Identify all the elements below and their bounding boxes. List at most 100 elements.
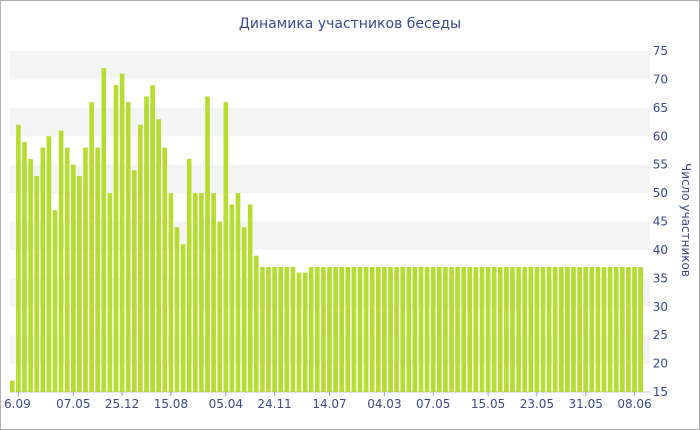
bar bbox=[156, 119, 161, 392]
bar bbox=[132, 170, 137, 392]
bar bbox=[278, 266, 283, 392]
x-tick-label: 6.09 bbox=[4, 397, 31, 411]
bar bbox=[254, 255, 259, 392]
bar bbox=[241, 227, 247, 392]
x-tick-label: 04.03 bbox=[367, 397, 401, 411]
bar bbox=[394, 266, 399, 392]
bar bbox=[144, 96, 149, 392]
bar bbox=[290, 266, 296, 392]
bar bbox=[247, 204, 253, 392]
bar bbox=[77, 176, 82, 392]
bar bbox=[138, 124, 143, 392]
bar bbox=[205, 96, 210, 392]
bar bbox=[28, 158, 33, 392]
bar bbox=[199, 193, 204, 392]
x-tick-label: 24.11 bbox=[257, 397, 291, 411]
bar bbox=[534, 266, 540, 392]
bar bbox=[388, 266, 393, 392]
x-tick-label: 23.05 bbox=[520, 397, 554, 411]
bar bbox=[308, 266, 314, 392]
bar-series bbox=[10, 68, 643, 393]
bar bbox=[211, 193, 216, 392]
y-tick-label: 30 bbox=[653, 300, 668, 314]
x-tick-label: 07.05 bbox=[56, 397, 90, 411]
bar bbox=[363, 266, 369, 392]
x-tick-label: 08.06 bbox=[617, 397, 651, 411]
y-tick-label: 25 bbox=[653, 328, 668, 342]
bar bbox=[412, 266, 418, 392]
bar bbox=[376, 266, 381, 392]
y-tick-label: 40 bbox=[653, 243, 668, 257]
y-axis-ticks: 15 20 25 30 35 40 45 50 55 60 65 70 75 bbox=[653, 44, 668, 399]
bar bbox=[52, 210, 58, 392]
bar bbox=[418, 266, 424, 392]
bar bbox=[321, 266, 326, 392]
y-tick-label: 70 bbox=[653, 72, 668, 86]
bar bbox=[107, 193, 113, 392]
bar bbox=[302, 272, 308, 392]
bar bbox=[266, 266, 271, 392]
bar bbox=[528, 266, 534, 392]
bar bbox=[40, 147, 46, 392]
bar bbox=[193, 193, 198, 392]
bar bbox=[223, 102, 229, 393]
bar bbox=[491, 266, 497, 392]
y-tick-label: 75 bbox=[653, 44, 668, 58]
bar bbox=[125, 102, 131, 393]
x-tick-label: 25.12 bbox=[105, 397, 139, 411]
bar bbox=[22, 141, 27, 392]
chart-title: Динамика участников беседы bbox=[239, 16, 461, 32]
bar bbox=[504, 266, 509, 392]
bar bbox=[217, 221, 222, 392]
bar bbox=[284, 266, 290, 392]
bar bbox=[620, 266, 625, 392]
y-tick-label: 20 bbox=[653, 357, 668, 371]
x-tick-label: 14.07 bbox=[312, 397, 346, 411]
bar bbox=[168, 193, 174, 392]
y-tick-label: 65 bbox=[653, 101, 668, 115]
x-axis-ticks: 6.09 07.05 25.12 15.08 05.04 24.11 14.07 04.03 0… bbox=[4, 392, 652, 411]
y-axis-label: Число участников bbox=[679, 163, 693, 277]
bar bbox=[467, 266, 473, 392]
bar bbox=[400, 266, 405, 392]
bar bbox=[595, 266, 601, 392]
bar bbox=[119, 73, 125, 392]
bar bbox=[174, 227, 180, 392]
bar bbox=[235, 193, 241, 392]
bar bbox=[449, 266, 454, 392]
y-tick-label: 35 bbox=[653, 271, 668, 285]
bar bbox=[473, 266, 479, 392]
bar bbox=[357, 266, 363, 392]
y-tick-label: 55 bbox=[653, 158, 668, 172]
bar bbox=[351, 266, 357, 392]
bar bbox=[58, 130, 64, 392]
bar bbox=[16, 124, 21, 392]
x-tick-label: 15.08 bbox=[154, 397, 188, 411]
bar bbox=[589, 266, 595, 392]
bar bbox=[95, 147, 100, 392]
bar bbox=[601, 266, 607, 392]
bar bbox=[369, 266, 375, 392]
bar bbox=[455, 266, 460, 392]
x-tick-label: 05.04 bbox=[209, 397, 243, 411]
y-tick-label: 60 bbox=[653, 129, 668, 143]
bar bbox=[89, 102, 94, 393]
bar bbox=[510, 266, 515, 392]
bar bbox=[296, 272, 302, 392]
bar bbox=[382, 266, 387, 392]
bar bbox=[626, 266, 631, 392]
y-tick-label: 50 bbox=[653, 186, 668, 200]
bar bbox=[345, 266, 351, 392]
grid-band bbox=[10, 51, 650, 80]
x-tick-label: 31.05 bbox=[569, 397, 603, 411]
bar bbox=[64, 147, 70, 392]
bar bbox=[565, 266, 570, 392]
bar bbox=[186, 158, 192, 392]
bar bbox=[406, 266, 412, 392]
bar bbox=[632, 266, 637, 392]
bar bbox=[577, 266, 582, 392]
bar bbox=[571, 266, 576, 392]
bar bbox=[485, 266, 491, 392]
bar bbox=[272, 266, 277, 392]
